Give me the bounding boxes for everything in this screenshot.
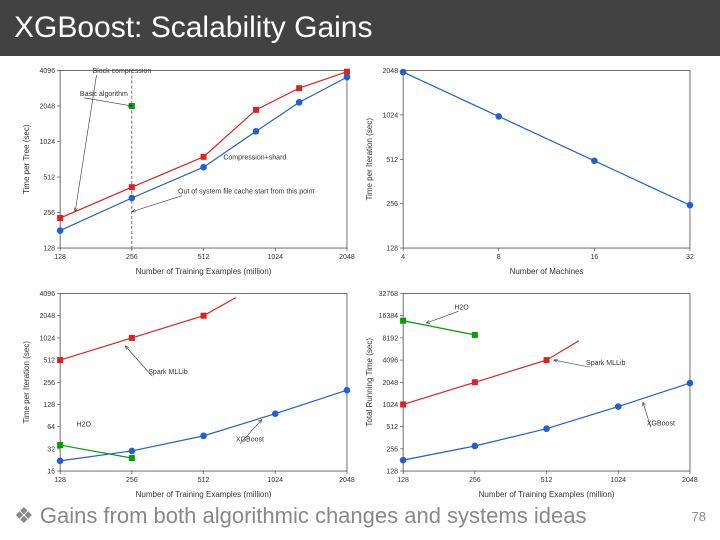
svg-text:1024: 1024 bbox=[39, 335, 55, 342]
svg-text:2048: 2048 bbox=[339, 477, 355, 484]
svg-text:Number of Training Examples (m: Number of Training Examples (million) bbox=[479, 490, 615, 499]
svg-text:128: 128 bbox=[54, 477, 66, 484]
slide-title: XGBoost: Scalability Gains bbox=[14, 11, 373, 45]
svg-text:1024: 1024 bbox=[267, 477, 283, 484]
svg-text:256: 256 bbox=[469, 477, 481, 484]
svg-text:256: 256 bbox=[126, 254, 138, 261]
svg-text:1024: 1024 bbox=[610, 477, 626, 484]
svg-text:H2O: H2O bbox=[77, 421, 92, 428]
svg-text:32768: 32768 bbox=[379, 291, 399, 298]
svg-text:Number of Training Examples (m: Number of Training Examples (million) bbox=[136, 490, 272, 499]
chart-top-right: 4 8 16 32 128 256 512 1024 2048 Number of Machine… bbox=[361, 60, 702, 281]
svg-text:512: 512 bbox=[43, 357, 55, 364]
svg-text:1024: 1024 bbox=[382, 402, 398, 409]
svg-text:Spark MLLib: Spark MLLib bbox=[586, 360, 625, 367]
svg-text:128: 128 bbox=[386, 468, 398, 475]
svg-text:Spark MLLib: Spark MLLib bbox=[148, 369, 187, 376]
svg-text:1024: 1024 bbox=[267, 254, 283, 261]
svg-text:2048: 2048 bbox=[39, 313, 55, 320]
svg-text:Out of system file cache start: Out of system file cache start from this… bbox=[178, 189, 315, 196]
svg-text:128: 128 bbox=[43, 246, 55, 253]
svg-text:XGBoost: XGBoost bbox=[647, 420, 675, 427]
svg-text:256: 256 bbox=[386, 201, 398, 208]
svg-text:Number of Machines: Number of Machines bbox=[510, 267, 584, 276]
svg-text:Basic algorithm: Basic algorithm bbox=[80, 91, 128, 98]
charts-grid: 128 256 512 1024 2048 128 256 512 1024 2048 4096 Nu… bbox=[0, 56, 720, 494]
svg-text:32: 32 bbox=[47, 446, 55, 453]
bullet-line: ❖ Gains from both algorithmic changes an… bbox=[14, 503, 586, 529]
svg-text:H2O: H2O bbox=[454, 304, 469, 311]
svg-text:2048: 2048 bbox=[39, 104, 55, 111]
svg-text:XGBoost: XGBoost bbox=[236, 436, 264, 443]
svg-text:256: 256 bbox=[43, 210, 55, 217]
bullet-text: Gains from both algorithmic changes and … bbox=[40, 503, 587, 528]
svg-text:16: 16 bbox=[590, 254, 598, 261]
svg-text:16384: 16384 bbox=[379, 313, 399, 320]
svg-text:512: 512 bbox=[43, 175, 55, 182]
svg-text:Total Running Time (sec): Total Running Time (sec) bbox=[365, 337, 374, 426]
svg-text:Time per Iteration (sec): Time per Iteration (sec) bbox=[22, 340, 31, 423]
svg-text:256: 256 bbox=[386, 446, 398, 453]
chart-bottom-right: 128 256 512 1024 2048 128 256 512 1024 2048 4096 81… bbox=[361, 283, 702, 504]
svg-text:4096: 4096 bbox=[382, 357, 398, 364]
svg-text:16: 16 bbox=[47, 468, 55, 475]
svg-text:512: 512 bbox=[386, 157, 398, 164]
svg-text:32: 32 bbox=[686, 254, 694, 261]
svg-text:256: 256 bbox=[126, 477, 138, 484]
svg-text:128: 128 bbox=[43, 402, 55, 409]
svg-text:4096: 4096 bbox=[39, 291, 55, 298]
svg-text:Compression+shard: Compression+shard bbox=[223, 155, 286, 162]
svg-text:Number of Training Examples (m: Number of Training Examples (million) bbox=[136, 267, 272, 276]
svg-text:256: 256 bbox=[43, 379, 55, 386]
svg-text:512: 512 bbox=[541, 477, 553, 484]
svg-text:1024: 1024 bbox=[39, 139, 55, 146]
svg-text:2048: 2048 bbox=[339, 254, 355, 261]
svg-text:2048: 2048 bbox=[382, 68, 398, 75]
chart-bottom-left: 128 256 512 1024 2048 16 32 64 128 256 512 1024 2048… bbox=[18, 283, 359, 504]
svg-text:128: 128 bbox=[54, 254, 66, 261]
svg-text:Block compression: Block compression bbox=[92, 68, 151, 75]
svg-text:128: 128 bbox=[397, 477, 409, 484]
page-number: 78 bbox=[692, 509, 706, 524]
svg-text:4: 4 bbox=[401, 254, 405, 261]
chart-top-left: 128 256 512 1024 2048 128 256 512 1024 2048 4096 Nu… bbox=[18, 60, 359, 281]
svg-text:8192: 8192 bbox=[382, 335, 398, 342]
svg-text:2048: 2048 bbox=[382, 379, 398, 386]
svg-text:Time per Tree (sec): Time per Tree (sec) bbox=[22, 124, 31, 194]
svg-text:128: 128 bbox=[386, 246, 398, 253]
svg-text:2048: 2048 bbox=[682, 477, 698, 484]
svg-text:512: 512 bbox=[198, 254, 210, 261]
svg-text:4096: 4096 bbox=[39, 68, 55, 75]
svg-text:512: 512 bbox=[198, 477, 210, 484]
svg-text:8: 8 bbox=[497, 254, 501, 261]
svg-text:512: 512 bbox=[386, 424, 398, 431]
svg-text:1024: 1024 bbox=[382, 112, 398, 119]
svg-text:Time per Iteration (sec): Time per Iteration (sec) bbox=[365, 118, 374, 201]
svg-text:64: 64 bbox=[47, 424, 55, 431]
slide-header: XGBoost: Scalability Gains bbox=[0, 0, 720, 56]
